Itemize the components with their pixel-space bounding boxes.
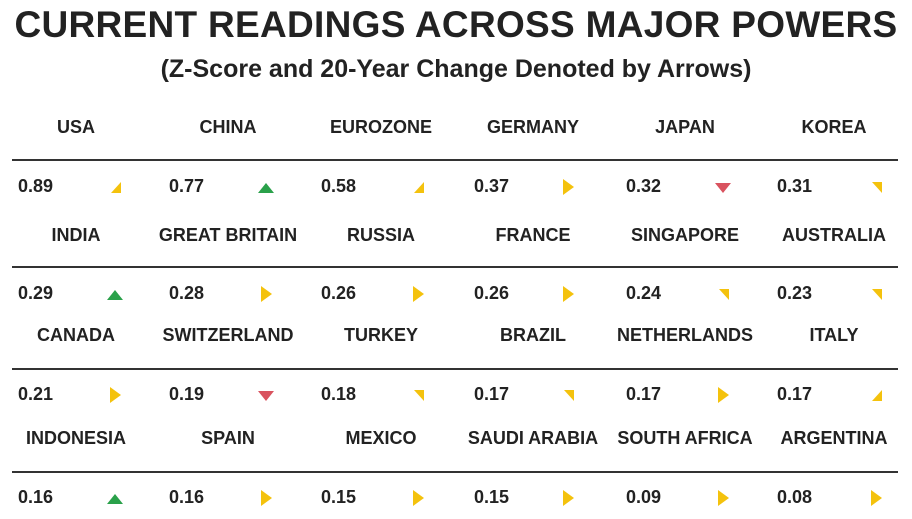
arrow-down-right-icon	[872, 182, 882, 193]
arrow-up-icon	[258, 183, 274, 193]
country-name: JAPAN	[655, 117, 715, 137]
country-name: TURKEY	[343, 325, 418, 345]
z-score-value: 0.17	[777, 384, 813, 404]
arrow-down-icon	[258, 391, 274, 401]
arrow-right-icon	[871, 490, 882, 506]
country-name: NETHERLANDS	[616, 325, 753, 345]
arrow-down-right-icon	[872, 289, 882, 300]
country-name: MEXICO	[345, 428, 417, 448]
arrow-up-icon	[107, 290, 123, 300]
arrow-right-icon	[563, 179, 574, 195]
country-name: ITALY	[809, 325, 859, 345]
arrow-down-icon	[715, 183, 731, 193]
z-score-value: 0.89	[18, 176, 54, 196]
z-score-value: 0.26	[321, 283, 357, 303]
z-score-value: 0.19	[169, 384, 205, 404]
country-name: KOREA	[801, 117, 867, 137]
arrow-right-icon	[563, 286, 574, 302]
country-name: GERMANY	[486, 117, 579, 137]
row-divider	[12, 471, 898, 473]
country-name: SWITZERLAND	[162, 325, 294, 345]
z-score-value: 0.16	[18, 487, 54, 507]
z-score-value: 0.37	[474, 176, 510, 196]
z-score-value: 0.09	[626, 487, 662, 507]
arrow-right-icon	[413, 490, 424, 506]
country-name: SINGAPORE	[630, 225, 740, 245]
z-score-value: 0.58	[321, 176, 357, 196]
country-name: CANADA	[37, 325, 115, 345]
z-score-value: 0.15	[321, 487, 357, 507]
z-score-value: 0.32	[626, 176, 662, 196]
z-score-value: 0.29	[18, 283, 54, 303]
country-name: CHINA	[199, 117, 257, 137]
arrow-up-right-icon	[111, 182, 121, 193]
z-score-value: 0.08	[777, 487, 813, 507]
arrow-right-icon	[563, 490, 574, 506]
arrow-up-right-icon	[414, 182, 424, 193]
z-score-value: 0.15	[474, 487, 510, 507]
z-score-value: 0.26	[474, 283, 510, 303]
z-score-value: 0.77	[169, 176, 205, 196]
arrow-right-icon	[718, 387, 729, 403]
country-name: INDONESIA	[25, 428, 126, 448]
country-name: FRANCE	[495, 225, 571, 245]
arrow-right-icon	[413, 286, 424, 302]
country-name: RUSSIA	[346, 225, 415, 245]
chart-title: CURRENT READINGS ACROSS MAJOR POWERS	[14, 4, 898, 45]
arrow-down-right-icon	[719, 289, 729, 300]
z-score-value: 0.23	[777, 283, 813, 303]
z-score-value: 0.24	[626, 283, 662, 303]
country-name: GREAT BRITAIN	[158, 225, 298, 245]
arrow-down-right-icon	[564, 390, 574, 401]
row-divider	[12, 368, 898, 370]
country-name: ARGENTINA	[780, 428, 888, 448]
arrow-right-icon	[261, 490, 272, 506]
country-name: BRAZIL	[500, 325, 566, 345]
z-score-value: 0.17	[474, 384, 510, 404]
country-name: SAUDI ARABIA	[467, 428, 599, 448]
z-score-value: 0.17	[626, 384, 662, 404]
country-name: SOUTH AFRICA	[617, 428, 753, 448]
arrow-right-icon	[261, 286, 272, 302]
country-name: SPAIN	[201, 428, 255, 448]
country-name: INDIA	[51, 225, 101, 245]
arrow-down-right-icon	[414, 390, 424, 401]
z-score-value: 0.31	[777, 176, 813, 196]
arrow-right-icon	[718, 490, 729, 506]
z-score-value: 0.18	[321, 384, 357, 404]
row-divider	[12, 266, 898, 268]
z-score-value: 0.28	[169, 283, 205, 303]
arrow-up-right-icon	[872, 390, 882, 401]
country-name: USA	[56, 117, 95, 137]
chart-subtitle: (Z-Score and 20-Year Change Denoted by A…	[160, 55, 752, 83]
arrow-right-icon	[110, 387, 121, 403]
country-name: AUSTRALIA	[782, 225, 886, 245]
z-score-value: 0.16	[169, 487, 205, 507]
row-divider	[12, 159, 898, 161]
z-score-value: 0.21	[18, 384, 54, 404]
arrow-up-icon	[107, 494, 123, 504]
country-name: EUROZONE	[329, 117, 432, 137]
